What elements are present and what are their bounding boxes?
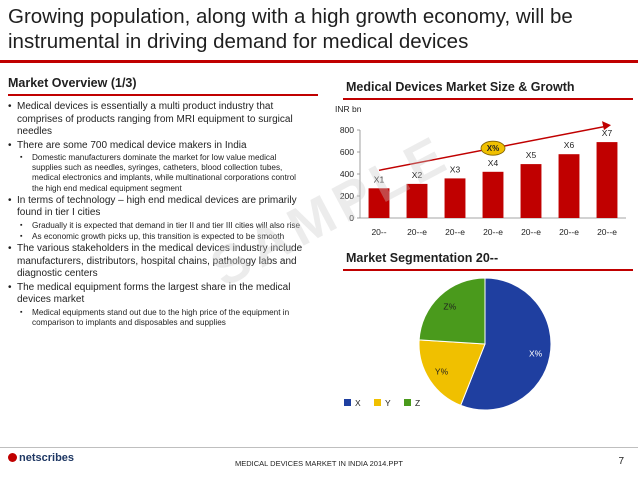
market-segmentation-pie-chart: X% Y% Z% X Y Z bbox=[344, 277, 552, 411]
bar-data-label: X2 bbox=[412, 170, 423, 180]
sub-bullet-item: As economic growth picks up, this transi… bbox=[16, 232, 308, 242]
bullet-item: There are some 700 medical device makers… bbox=[8, 140, 308, 153]
bullet-item: In terms of technology – high end medica… bbox=[8, 195, 308, 220]
pie-slice bbox=[460, 277, 552, 411]
sub-bullet-item: Medical equipments stand out due to the … bbox=[16, 308, 308, 328]
logo-icon bbox=[8, 453, 17, 462]
title-divider bbox=[0, 60, 638, 63]
legend-label: Z bbox=[415, 398, 420, 408]
cagr-badge bbox=[480, 140, 506, 156]
x-tick-label: 20--e bbox=[559, 227, 579, 237]
bar-data-label: X1 bbox=[374, 174, 385, 184]
y-tick-label: 800 bbox=[340, 125, 354, 135]
bar-data-label: X5 bbox=[526, 150, 537, 160]
pie-data-label: Y% bbox=[435, 367, 449, 377]
bar bbox=[368, 188, 390, 218]
footer-title: MEDICAL DEVICES MARKET IN INDIA 2014.PPT bbox=[235, 459, 403, 468]
market-size-bar-chart: INR bn 0 200 400 600 800 X1 20-- X2 20--e X3 20--e X… bbox=[335, 104, 626, 237]
bar bbox=[482, 171, 504, 218]
bullet-item: The medical equipment forms the largest … bbox=[8, 282, 308, 307]
footer-divider bbox=[0, 447, 638, 448]
sub-bullet-item: Domestic manufacturers dominate the mark… bbox=[16, 153, 308, 194]
bar-data-label: X4 bbox=[488, 158, 499, 168]
page-title: Growing population, along with a high gr… bbox=[8, 5, 573, 53]
unit-label: INR bn bbox=[335, 104, 362, 114]
legend-label: X bbox=[355, 398, 361, 408]
page-number: 7 bbox=[618, 456, 624, 467]
logo-text: netscribes bbox=[19, 452, 75, 464]
bar bbox=[406, 183, 428, 218]
legend-swatch bbox=[404, 399, 411, 406]
pie-data-label: Z% bbox=[443, 301, 456, 311]
bullet-item: The various stakeholders in the medical … bbox=[8, 243, 308, 281]
x-tick-label: 20--e bbox=[521, 227, 541, 237]
y-tick-label: 200 bbox=[340, 191, 354, 201]
pie-slice bbox=[418, 277, 486, 345]
x-tick-label: 20--e bbox=[407, 227, 427, 237]
growth-arrow-head bbox=[602, 121, 611, 131]
bullet-item: Medical devices is essentially a multi p… bbox=[8, 101, 308, 139]
y-tick-label: 600 bbox=[340, 147, 354, 157]
bar bbox=[520, 164, 542, 218]
bar-data-label: X3 bbox=[450, 164, 461, 174]
x-tick-label: 20--e bbox=[445, 227, 465, 237]
cagr-label: X% bbox=[487, 144, 499, 153]
netscribes-logo: netscribes bbox=[8, 452, 74, 464]
legend-label: Y bbox=[385, 398, 391, 408]
market-overview-heading: Market Overview (1/3) bbox=[8, 76, 137, 90]
y-tick-label: 400 bbox=[340, 169, 354, 179]
x-tick-label: 20-- bbox=[371, 227, 386, 237]
bar-data-label: X6 bbox=[564, 140, 575, 150]
y-tick-label: 0 bbox=[349, 213, 354, 223]
pie-slice bbox=[418, 339, 486, 407]
legend-swatch bbox=[374, 399, 381, 406]
pie-chart-heading: Market Segmentation 20-- bbox=[346, 251, 499, 265]
pie-chart-underline bbox=[343, 269, 633, 271]
bar-data-label: X7 bbox=[602, 128, 613, 138]
legend-swatch bbox=[344, 399, 351, 406]
bar-chart-underline bbox=[343, 98, 633, 100]
sub-bullet-item: Gradually it is expected that demand in … bbox=[16, 221, 308, 231]
pie-data-label: X% bbox=[529, 349, 543, 359]
bar-chart-heading: Medical Devices Market Size & Growth bbox=[346, 80, 575, 94]
market-overview-bullets: Medical devices is essentially a multi p… bbox=[8, 101, 308, 329]
market-overview-underline bbox=[8, 94, 318, 96]
bar bbox=[596, 142, 618, 218]
x-tick-label: 20--e bbox=[597, 227, 617, 237]
bar bbox=[444, 178, 466, 218]
bar bbox=[558, 154, 580, 218]
x-tick-label: 20--e bbox=[483, 227, 503, 237]
